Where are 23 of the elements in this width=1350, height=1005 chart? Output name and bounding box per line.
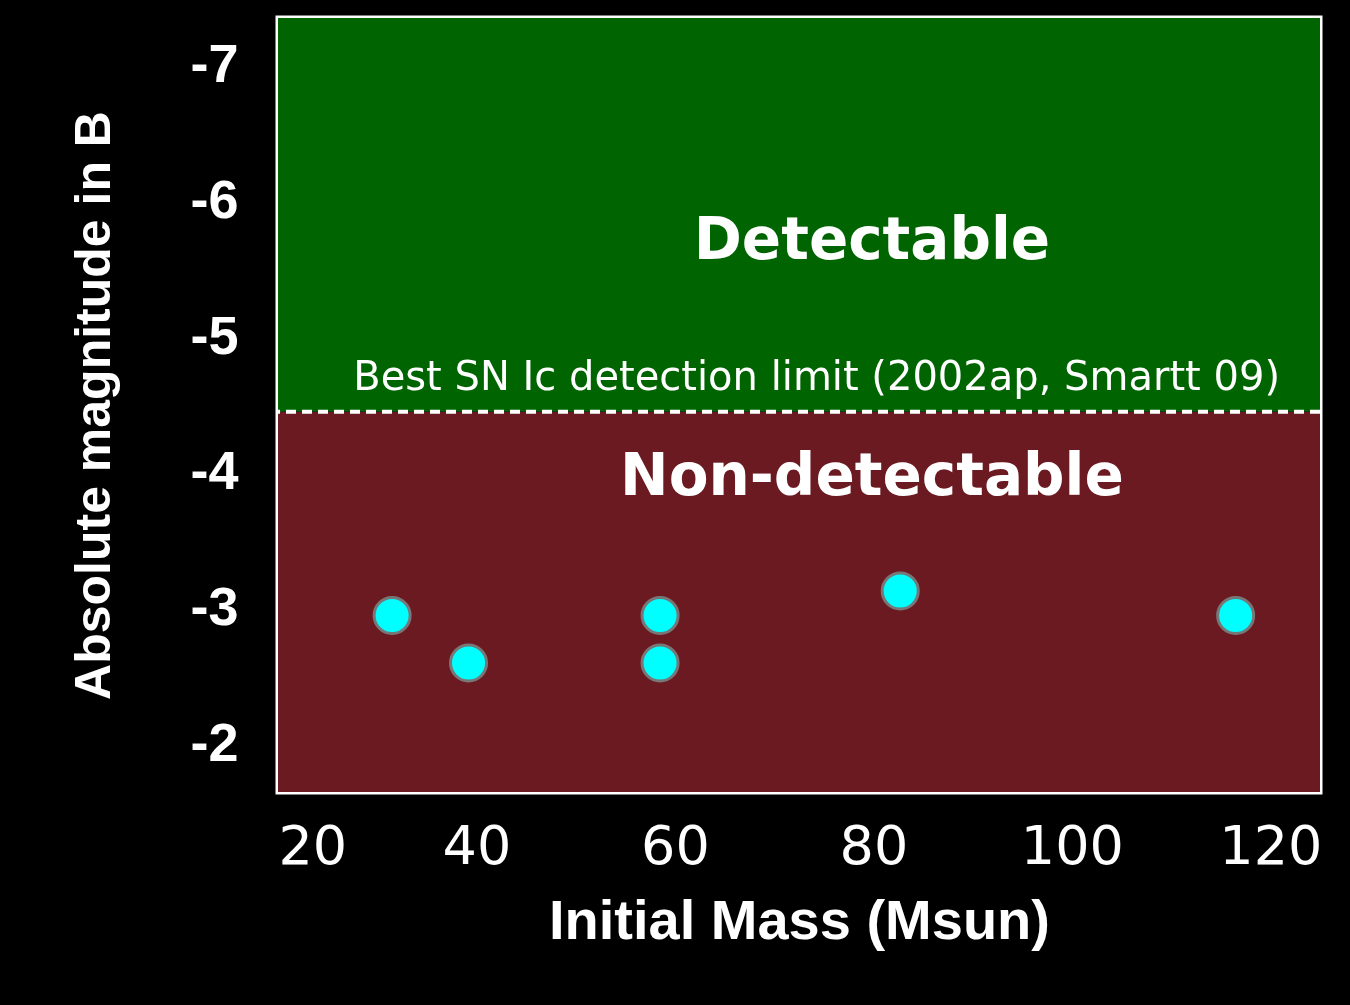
x-tick-label: 60 xyxy=(641,813,710,877)
y-tick-label: -5 xyxy=(190,304,239,365)
point xyxy=(372,595,412,635)
x-tick-label: 40 xyxy=(442,813,512,877)
x-tick-label: 80 xyxy=(839,813,909,877)
point xyxy=(880,571,920,611)
point xyxy=(1216,595,1256,635)
x-tick-label: 20 xyxy=(278,813,348,877)
point xyxy=(640,643,680,683)
x-tick-label: 100 xyxy=(1020,813,1124,877)
y-tick-label: -4 xyxy=(190,440,239,501)
band-label: Detectable xyxy=(693,204,1051,273)
y-tick-label: -6 xyxy=(190,168,239,229)
ref-line-label: Best SN Ic detection limit (2002ap, Smartt 09) xyxy=(353,352,1280,399)
y-tick-label: -7 xyxy=(190,33,239,94)
y-tick-label: -2 xyxy=(190,711,239,772)
y-axis-title: Absolute magnitude in B xyxy=(65,111,122,700)
y-tick-label: -3 xyxy=(190,576,239,637)
x-axis-title: Initial Mass (Msun) xyxy=(549,887,1050,951)
point xyxy=(640,595,680,635)
point xyxy=(449,643,489,683)
band-label: Non-detectable xyxy=(620,440,1124,509)
x-tick-label: 120 xyxy=(1219,813,1323,877)
